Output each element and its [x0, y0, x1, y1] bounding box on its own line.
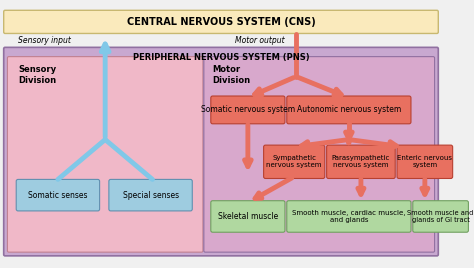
Text: Skeletal muscle: Skeletal muscle: [218, 212, 278, 221]
Text: Sensory input: Sensory input: [18, 36, 71, 45]
FancyBboxPatch shape: [16, 179, 100, 211]
FancyBboxPatch shape: [264, 145, 325, 178]
Text: Smooth muscle and
glands of GI tract: Smooth muscle and glands of GI tract: [408, 210, 474, 223]
Text: Autonomic nervous system: Autonomic nervous system: [297, 105, 401, 114]
FancyBboxPatch shape: [204, 57, 435, 252]
Text: Parasympathetic
nervous system: Parasympathetic nervous system: [332, 155, 390, 168]
Text: Sensory
Division: Sensory Division: [18, 65, 56, 85]
Text: Smooth muscle, cardiac muscle,
and glands: Smooth muscle, cardiac muscle, and gland…: [292, 210, 406, 223]
FancyBboxPatch shape: [4, 10, 438, 34]
FancyBboxPatch shape: [287, 201, 411, 232]
FancyBboxPatch shape: [327, 145, 395, 178]
FancyBboxPatch shape: [397, 145, 453, 178]
Text: Somatic senses: Somatic senses: [28, 191, 88, 200]
FancyBboxPatch shape: [413, 201, 468, 232]
FancyBboxPatch shape: [211, 201, 285, 232]
Text: Special senses: Special senses: [122, 191, 179, 200]
Text: Somatic nervous system: Somatic nervous system: [201, 105, 295, 114]
Text: CENTRAL NERVOUS SYSTEM (CNS): CENTRAL NERVOUS SYSTEM (CNS): [127, 17, 315, 27]
FancyBboxPatch shape: [287, 96, 411, 124]
FancyBboxPatch shape: [109, 179, 192, 211]
Text: Motor output: Motor output: [235, 36, 284, 45]
FancyBboxPatch shape: [211, 96, 285, 124]
Text: Enteric nervous
system: Enteric nervous system: [397, 155, 452, 168]
Text: Motor
Division: Motor Division: [213, 65, 251, 85]
Text: PERIPHERAL NERVOUS SYSTEM (PNS): PERIPHERAL NERVOUS SYSTEM (PNS): [133, 53, 310, 62]
FancyBboxPatch shape: [4, 47, 438, 256]
Text: Sympathetic
nervous system: Sympathetic nervous system: [266, 155, 322, 168]
FancyBboxPatch shape: [8, 57, 203, 252]
